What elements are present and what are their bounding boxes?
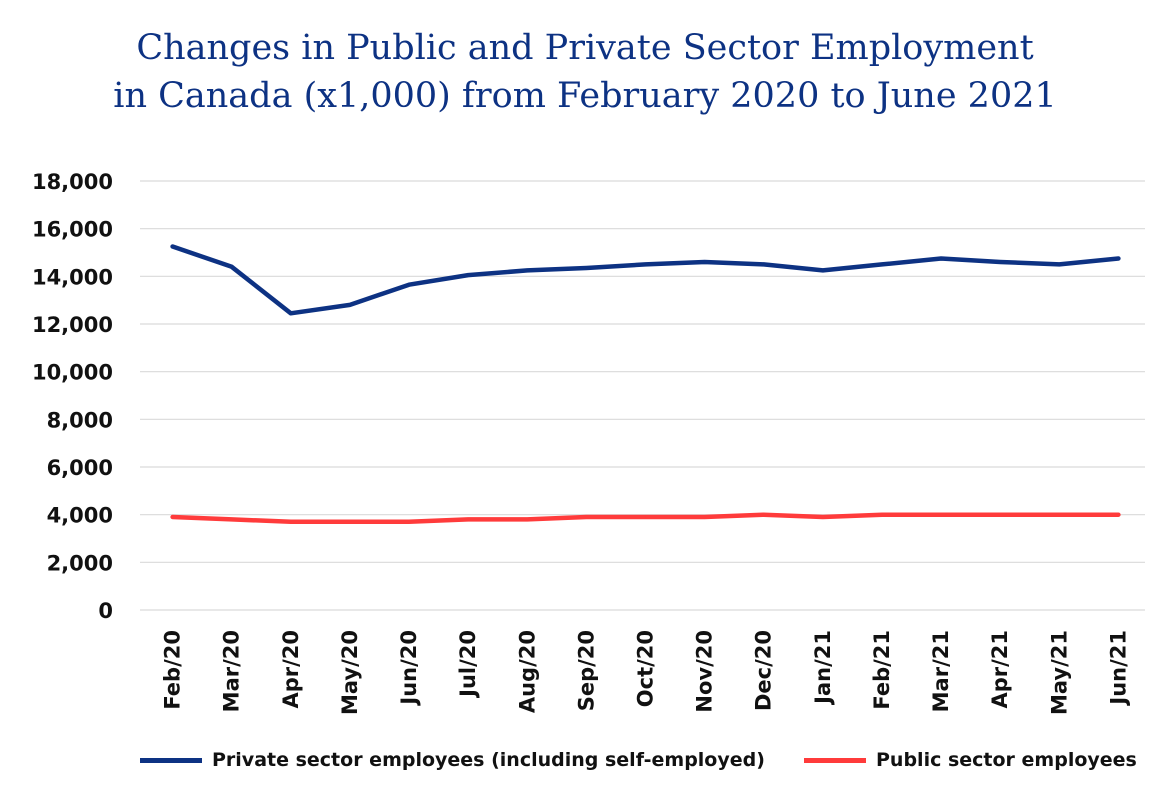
legend-label-public: Public sector employees	[876, 749, 1137, 771]
series-line-private	[170, 244, 1121, 316]
chart-title: Changes in Public and Private Sector Emp…	[0, 24, 1170, 120]
y-tick-label: 0	[98, 599, 113, 623]
x-tick-label: Jan/21	[811, 630, 835, 706]
y-tick-label: 6,000	[47, 456, 113, 480]
x-axis-tick-labels: Feb/20 Mar/20 Apr/20 May/20 Jun/20 Jul/20 Aug/…	[161, 630, 1131, 715]
x-tick-label: Sep/20	[574, 630, 598, 711]
legend-label-private: Private sector employees (including self…	[212, 749, 765, 771]
x-tick-label: Jun/21	[1106, 630, 1130, 707]
y-axis-tick-labels: 0 2,000 4,000 6,000 8,000 10,000 12,000 14,000 1…	[32, 170, 113, 623]
y-tick-label: 2,000	[47, 551, 113, 575]
legend-item-private: Private sector employees (including self…	[140, 742, 765, 778]
series-line-public	[170, 512, 1121, 525]
y-tick-label: 12,000	[32, 313, 113, 337]
legend-item-public: Public sector employees	[804, 742, 1137, 778]
y-tick-label: 16,000	[32, 218, 113, 242]
y-tick-label: 8,000	[47, 408, 113, 432]
x-tick-label: Jul/20	[456, 630, 480, 699]
gridlines	[140, 180, 1145, 611]
x-tick-label: Dec/20	[752, 630, 776, 711]
x-tick-label: Mar/20	[220, 630, 244, 712]
x-tick-label: Jun/20	[397, 630, 421, 707]
legend-swatch-public	[804, 757, 866, 763]
series-lines	[170, 244, 1121, 525]
x-tick-label: Apr/20	[279, 630, 303, 709]
y-tick-label: 18,000	[32, 170, 113, 194]
x-tick-label: Feb/20	[161, 630, 185, 710]
x-tick-label: Feb/21	[870, 630, 894, 710]
x-tick-label: May/21	[1047, 630, 1071, 715]
x-tick-label: Oct/20	[634, 630, 658, 707]
x-tick-label: Nov/20	[693, 630, 717, 713]
chart-title-line-2: in Canada (x1,000) from February 2020 to…	[113, 76, 1057, 116]
x-tick-label: Mar/21	[929, 630, 953, 712]
x-tick-label: May/20	[338, 630, 362, 715]
x-tick-label: Aug/20	[515, 630, 539, 713]
y-tick-label: 4,000	[47, 504, 113, 528]
legend-swatch-private	[140, 757, 202, 763]
legend: Private sector employees (including self…	[0, 742, 1170, 778]
y-tick-label: 10,000	[32, 361, 113, 385]
chart-title-line-1: Changes in Public and Private Sector Emp…	[136, 28, 1034, 68]
y-tick-label: 14,000	[32, 265, 113, 289]
x-tick-label: Apr/21	[988, 630, 1012, 709]
